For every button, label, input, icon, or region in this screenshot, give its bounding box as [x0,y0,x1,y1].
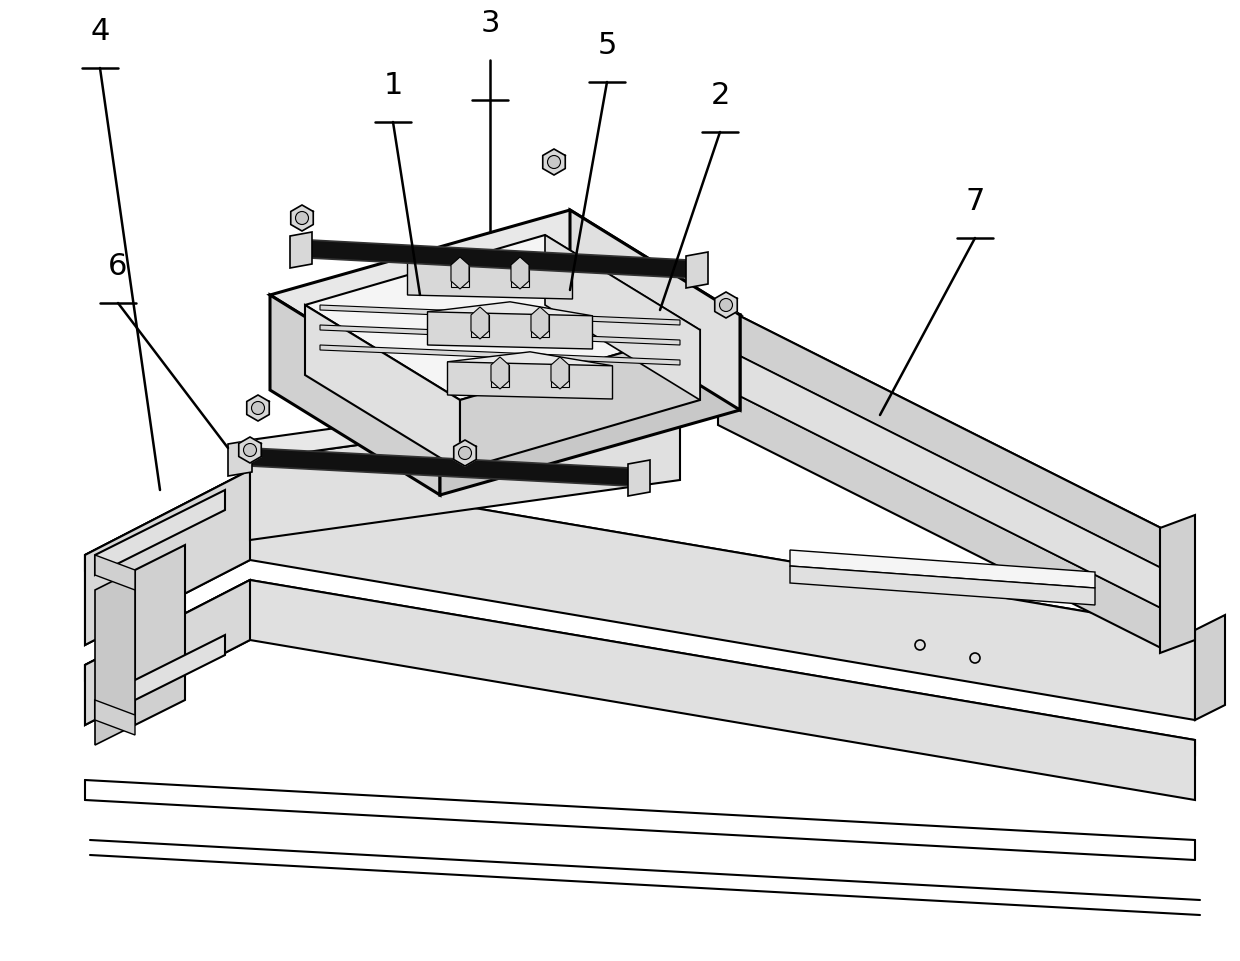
Polygon shape [790,550,1095,588]
Polygon shape [454,440,476,466]
Polygon shape [686,252,708,288]
Polygon shape [718,385,1166,625]
Polygon shape [239,437,262,463]
Polygon shape [135,545,185,725]
Polygon shape [451,265,469,287]
Circle shape [243,443,257,456]
Polygon shape [86,580,1195,800]
Polygon shape [250,448,630,486]
Polygon shape [448,361,613,399]
Polygon shape [471,315,489,337]
Circle shape [295,211,309,225]
Polygon shape [95,490,224,575]
Polygon shape [531,307,549,339]
Polygon shape [511,257,529,289]
Polygon shape [86,580,250,725]
Polygon shape [320,325,680,345]
Polygon shape [290,232,312,268]
Polygon shape [95,555,135,590]
Polygon shape [718,385,1166,650]
Circle shape [548,156,560,168]
Circle shape [719,299,733,311]
Polygon shape [1195,615,1225,720]
Text: 7: 7 [965,187,985,216]
Polygon shape [1159,515,1195,653]
Text: 3: 3 [480,9,500,38]
Circle shape [459,447,471,459]
Polygon shape [718,345,1166,610]
Polygon shape [270,210,740,400]
Polygon shape [790,566,1095,605]
Polygon shape [546,235,701,400]
Polygon shape [320,305,680,325]
Text: 6: 6 [108,252,128,281]
Polygon shape [627,460,650,496]
Polygon shape [451,257,469,289]
Text: 4: 4 [91,17,109,46]
Polygon shape [448,352,613,376]
Polygon shape [408,261,573,299]
Polygon shape [460,330,701,470]
Polygon shape [543,149,565,175]
Polygon shape [95,570,135,745]
Polygon shape [86,470,1195,720]
Polygon shape [247,395,269,421]
Polygon shape [250,400,680,540]
Polygon shape [491,357,508,389]
Polygon shape [86,470,250,645]
Polygon shape [95,635,224,720]
Polygon shape [86,580,1195,755]
Polygon shape [471,307,489,339]
Polygon shape [228,440,252,476]
Polygon shape [440,315,740,495]
Polygon shape [86,470,1195,645]
Polygon shape [428,302,593,326]
Polygon shape [570,210,740,410]
Text: 1: 1 [383,71,403,100]
Polygon shape [290,205,314,231]
Polygon shape [408,252,573,276]
Polygon shape [718,305,1166,545]
Polygon shape [531,315,549,337]
Polygon shape [270,295,440,495]
Circle shape [252,402,264,414]
Polygon shape [551,365,569,387]
Polygon shape [310,240,688,278]
Polygon shape [491,365,508,387]
Text: 5: 5 [598,31,616,60]
Polygon shape [95,700,135,735]
Polygon shape [320,345,680,365]
Polygon shape [718,305,1166,570]
Polygon shape [428,311,593,349]
Polygon shape [511,265,529,287]
Polygon shape [305,305,460,470]
Text: 2: 2 [711,81,729,110]
Polygon shape [250,380,680,460]
Polygon shape [714,292,738,318]
Polygon shape [305,235,701,400]
Polygon shape [551,357,569,389]
